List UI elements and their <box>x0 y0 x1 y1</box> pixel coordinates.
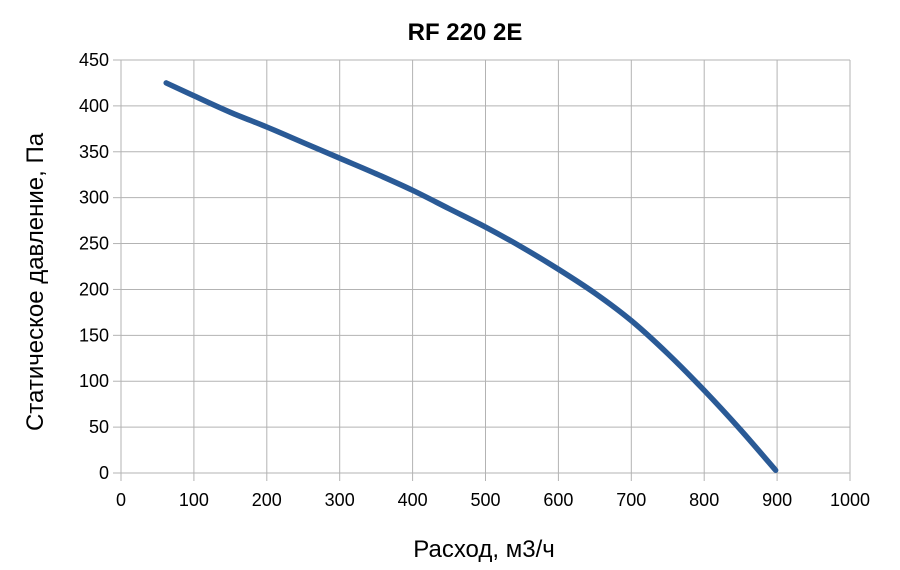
y-tick-label: 50 <box>89 417 109 437</box>
x-tick-label: 300 <box>325 490 355 510</box>
x-axis-title: Расход, м3/ч <box>413 536 554 563</box>
y-tick-label: 250 <box>79 234 109 254</box>
chart-title: RF 220 2E <box>408 19 523 46</box>
y-tick-label: 100 <box>79 371 109 391</box>
y-tick-label: 400 <box>79 96 109 116</box>
x-tick-label: 400 <box>398 490 428 510</box>
x-tick-label: 0 <box>116 490 126 510</box>
plot-grid <box>113 59 851 481</box>
y-tick-label: 350 <box>79 142 109 162</box>
y-tick-label: 450 <box>79 50 109 70</box>
y-tick-label: 0 <box>99 463 109 483</box>
x-axis-ticks: 0 100 200 300 400 500 600 700 800 900 1000 <box>116 490 870 510</box>
x-tick-label: 900 <box>762 490 792 510</box>
x-tick-label: 500 <box>470 490 500 510</box>
series-layer <box>163 80 779 473</box>
y-tick-label: 150 <box>79 325 109 345</box>
x-tick-label: 100 <box>179 490 209 510</box>
y-tick-label: 300 <box>79 188 109 208</box>
series-line <box>163 80 779 473</box>
x-tick-label: 800 <box>689 490 719 510</box>
y-axis-title: Статическое давление, Па <box>22 132 49 431</box>
x-tick-label: 1000 <box>830 490 870 510</box>
y-axis-ticks: 0 50 100 150 200 250 300 350 400 450 <box>79 50 109 483</box>
y-tick-label: 200 <box>79 279 109 299</box>
x-tick-label: 700 <box>616 490 646 510</box>
x-tick-label: 200 <box>252 490 282 510</box>
x-tick-label: 600 <box>543 490 573 510</box>
